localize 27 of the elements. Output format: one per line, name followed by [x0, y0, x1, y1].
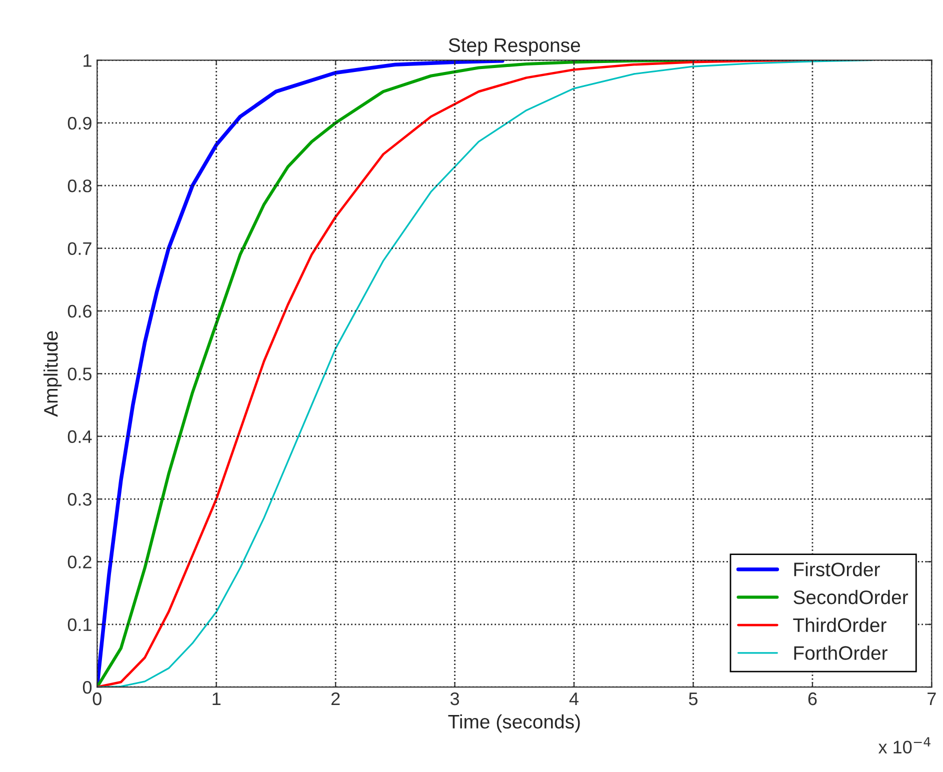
y-tick-label: 0.7 [68, 242, 92, 255]
text: x 10$^{−4}$ [878, 737, 930, 754]
x-tick-label: 3 [450, 692, 460, 706]
x-axis-title: Time (seconds) [448, 714, 580, 732]
x-tick-label: 6 [808, 692, 817, 706]
y-tick-label: 0.2 [68, 556, 92, 568]
legend-label: SecondOrder [794, 590, 908, 604]
y-tick-label: 0 [82, 681, 92, 694]
x-tick-label: 5 [688, 692, 698, 706]
x-tick-label: 2 [331, 692, 340, 706]
x-tick-label: 1 [212, 692, 220, 706]
y-tick-label: 0.1 [68, 618, 92, 632]
y-tick-label: 0.3 [68, 492, 92, 506]
legend-label: ThirdOrder [793, 618, 886, 632]
y-tick-label: 1 [84, 54, 92, 67]
legend-label: ForthOrder [794, 646, 888, 660]
y-tick-label: 0.4 [68, 430, 92, 444]
x-tick-label: 7 [928, 692, 936, 706]
y-tick-label: 0.9 [68, 116, 92, 130]
x-tick-label: 4 [569, 692, 579, 706]
y-tick-label: 0.6 [68, 304, 92, 318]
y-axis-title: Amplitude [43, 331, 62, 417]
y-tick-label: 0.8 [68, 180, 92, 192]
x-tick-label: 0 [92, 692, 102, 706]
y-tick-label: 0.5 [68, 368, 92, 380]
legend-label: FirstOrder [794, 562, 880, 576]
chart-title: Step Response [448, 38, 580, 56]
